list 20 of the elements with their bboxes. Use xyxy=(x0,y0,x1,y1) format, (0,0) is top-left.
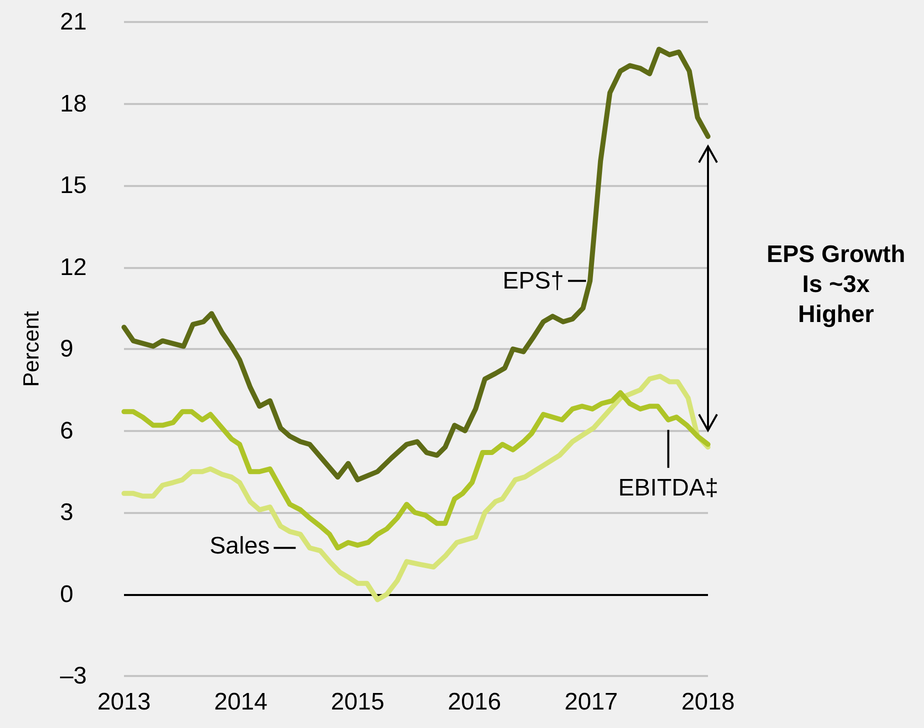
y-tick-label: 18 xyxy=(60,90,87,118)
y-tick-label: 3 xyxy=(60,499,74,526)
text: EPS Growth Is ~3x Higher xyxy=(766,240,906,330)
series-label: EBITDA‡ xyxy=(618,474,718,502)
y-tick-label: 6 xyxy=(60,417,74,444)
y-tick-label: –3 xyxy=(60,662,87,690)
y-tick-label: 0 xyxy=(60,580,74,608)
y-tick-label: 21 xyxy=(60,8,87,36)
series-label: EPS† xyxy=(502,267,564,294)
x-tick-label: 2018 xyxy=(681,688,735,716)
y-axis-title: Percent xyxy=(18,311,44,387)
y-tick-label: 12 xyxy=(60,254,87,281)
x-tick-label: 2015 xyxy=(330,688,384,716)
y-tick-label: 15 xyxy=(60,172,87,199)
x-tick-label: 2017 xyxy=(564,688,618,716)
x-tick-label: 2016 xyxy=(448,688,502,716)
x-tick-label: 2013 xyxy=(97,688,151,716)
x-tick-label: 2014 xyxy=(214,688,268,716)
y-tick-label: 9 xyxy=(60,336,74,362)
series-label: Sales xyxy=(210,532,270,560)
